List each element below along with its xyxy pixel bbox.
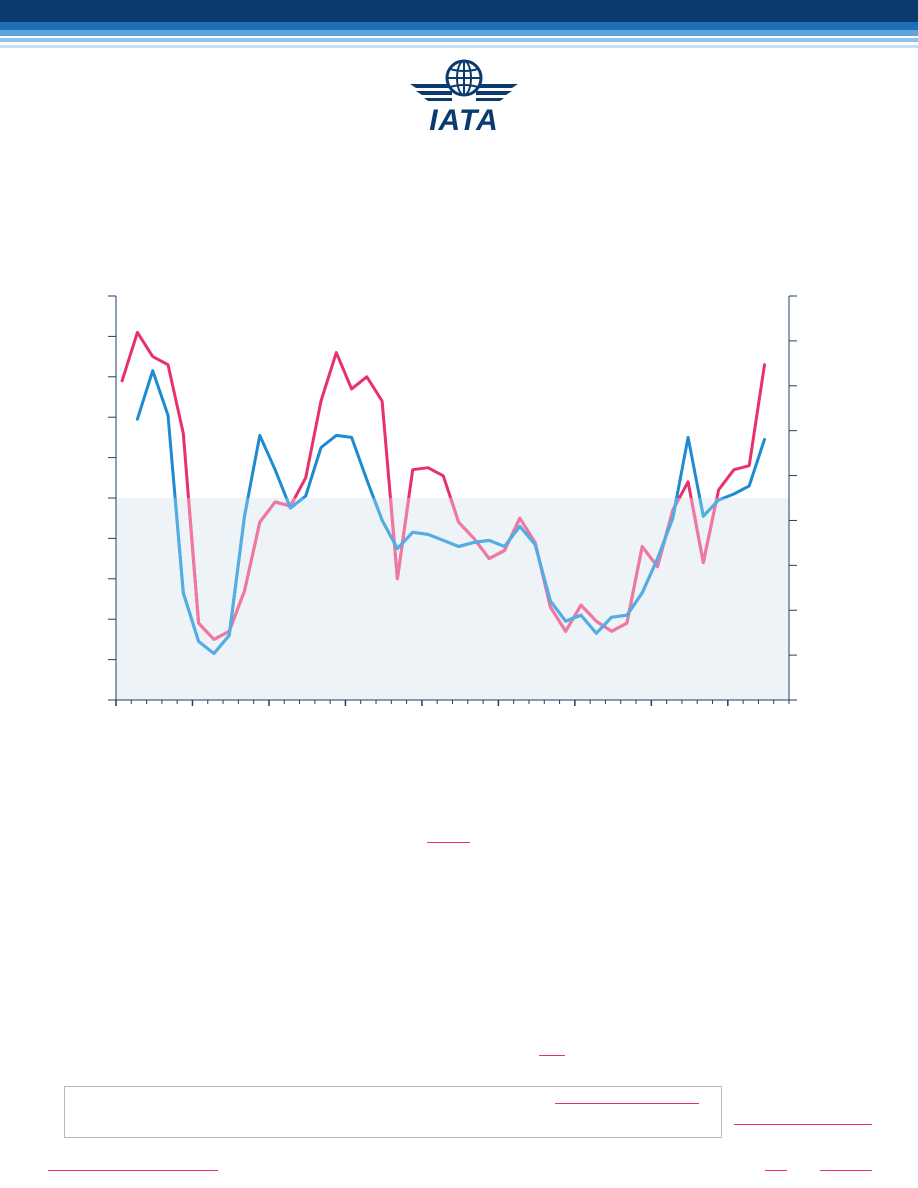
logo-text: IATA	[429, 104, 499, 137]
link-underline-1[interactable]	[427, 842, 470, 843]
line-chart	[108, 295, 797, 706]
shaded-band	[116, 498, 789, 700]
header-band-mid	[0, 22, 918, 30]
iata-logo: IATA	[408, 58, 520, 137]
header-band-lighter	[0, 38, 918, 42]
link-underline-2[interactable]	[539, 1055, 565, 1056]
footer-link-right[interactable]	[734, 1124, 872, 1125]
footer-box	[64, 1086, 722, 1138]
globe-wings-icon	[410, 59, 518, 101]
footer-box-link[interactable]	[555, 1103, 699, 1104]
header-band-lightest	[0, 45, 918, 48]
series-line-2-band	[173, 498, 728, 655]
header-band-light	[0, 30, 918, 36]
header-band-dark	[0, 0, 918, 22]
bottom-link-right[interactable]	[820, 1170, 872, 1171]
header-band	[0, 0, 918, 50]
bottom-link-left[interactable]	[48, 1170, 218, 1171]
bottom-link-mid[interactable]	[765, 1170, 787, 1171]
